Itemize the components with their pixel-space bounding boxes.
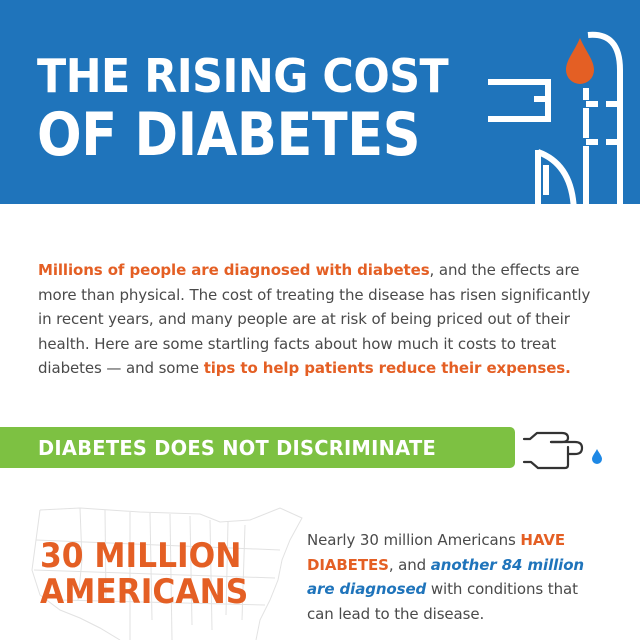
stat-desc-text-2: , and (388, 555, 431, 574)
intro-highlight-tail: tips to help patients reduce their expen… (203, 359, 571, 377)
finger-blood-drop-icon (488, 31, 623, 204)
section-heading: DIABETES DOES NOT DISCRIMINATE (38, 436, 437, 460)
section-heading-band: DIABETES DOES NOT DISCRIMINATE (0, 427, 515, 468)
stat-headline: 30 MILLION AMERICANS (40, 538, 248, 610)
stat-desc-text-1: Nearly 30 million Americans (307, 531, 521, 549)
header-banner: THE RISING COST OF DIABETES (0, 0, 640, 204)
stat-line-2: AMERICANS (40, 572, 249, 612)
title-line-2: OF DIABETES (37, 100, 421, 170)
stat-desc-highlight-orange: HAVE DIABETES (307, 531, 565, 574)
title-line-1: THE RISING COST (37, 49, 449, 103)
stat-line-1: 30 MILLION (40, 536, 242, 576)
stat-description: Nearly 30 million Americans HAVE DIABETE… (307, 528, 607, 626)
pointing-hand-drop-icon (522, 431, 602, 470)
stat-desc-highlight-blue: another 84 million are diagnosed (307, 555, 584, 599)
intro-highlight-lead: Millions of people are diagnosed with di… (38, 261, 430, 279)
us-map-icon (31, 507, 303, 640)
intro-paragraph: Millions of people are diagnosed with di… (38, 258, 598, 381)
intro-body-text: , and the effects are more than physical… (38, 261, 591, 377)
stat-desc-text-3: with conditions that can lead to the dis… (307, 580, 578, 623)
